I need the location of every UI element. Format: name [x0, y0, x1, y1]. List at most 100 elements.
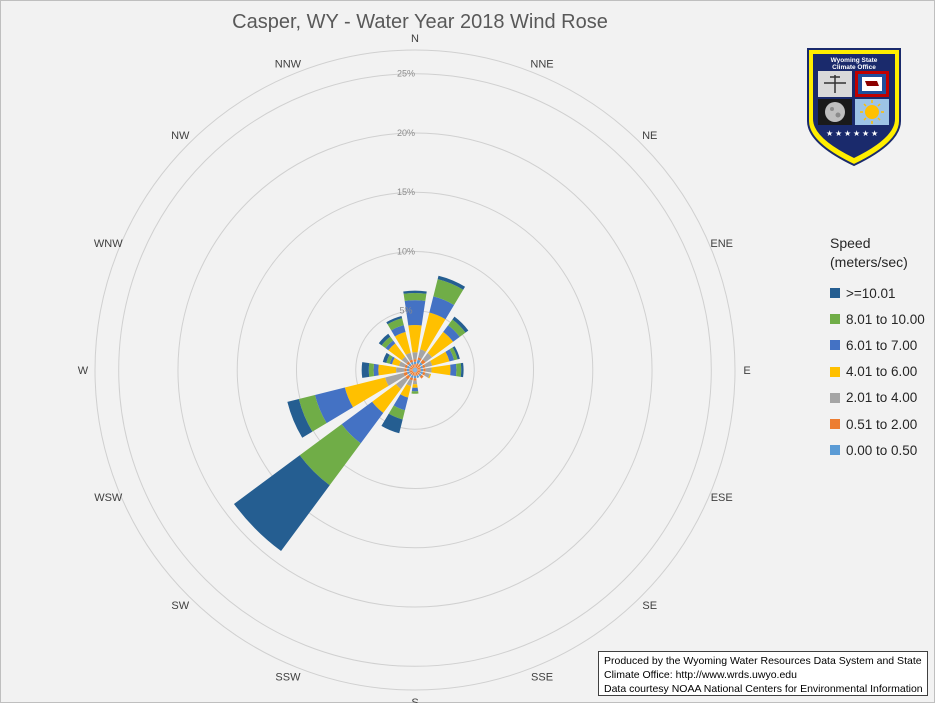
direction-label-e: E: [743, 365, 750, 377]
wedge-segment-e: [423, 368, 426, 372]
direction-label-nw: NW: [171, 130, 190, 142]
legend-label: 6.01 to 7.00: [846, 337, 918, 353]
wedge-segment-s: [413, 375, 417, 379]
wedge-segment-ne: [448, 319, 466, 337]
wedge-segment-sw: [233, 455, 330, 552]
wedge-segment-wnw: [404, 364, 408, 368]
wedge-segment-w: [409, 369, 413, 371]
wedge-segment-s: [412, 380, 418, 385]
wedge-segment-wnw: [409, 366, 413, 370]
legend-label: 2.01 to 4.00: [846, 390, 918, 406]
direction-label-ese: ESE: [711, 492, 733, 504]
wedge-segment-ne: [422, 352, 433, 363]
svg-text:★: ★: [835, 129, 842, 138]
wedge-segment-wnw: [406, 365, 410, 369]
wedge-segment-wnw: [392, 357, 401, 366]
wedge-segment-nw: [413, 368, 415, 370]
wedge-segment-n: [413, 361, 417, 365]
percent-tick-label: 25%: [397, 69, 415, 79]
wedge-segment-nw: [406, 361, 411, 366]
legend-swatch: [830, 314, 840, 325]
svg-text:★: ★: [871, 129, 878, 138]
legend-swatch: [830, 340, 840, 351]
legend-label: 8.01 to 10.00: [846, 311, 925, 327]
wedge-segment-nne: [418, 349, 426, 359]
legend-swatch: [830, 392, 840, 403]
wedge-segment-nw: [388, 343, 406, 361]
credits-line1: Produced by the Wyoming Water Resources …: [604, 655, 922, 667]
wedge-segment-nne: [415, 367, 417, 370]
wedge-segment-s: [411, 387, 419, 392]
svg-text:★: ★: [826, 129, 833, 138]
legend-title: Speed (meters/sec): [830, 234, 934, 272]
wedge-segment-ese: [420, 371, 424, 375]
wedge-segment-sw: [410, 371, 414, 375]
wedge-segment-w: [373, 363, 379, 377]
wedge-segment-wnw: [412, 368, 415, 370]
legend-label: 4.01 to 6.00: [846, 364, 918, 380]
wedge-segment-nnw: [391, 325, 406, 337]
wedge-segment-wsw: [385, 372, 405, 386]
wedge-segment-s: [414, 370, 416, 373]
wedge-segment-e: [431, 364, 451, 376]
legend-item: 6.01 to 7.00: [830, 332, 934, 358]
legend-item: 8.01 to 10.00: [830, 306, 934, 332]
wedge-segment-n: [412, 352, 418, 360]
wedge-segment-e: [415, 369, 418, 371]
legend-swatch: [830, 288, 840, 299]
wedge-segment-n: [414, 367, 416, 370]
wedge-segment-ne: [416, 364, 421, 369]
grid-ring: [177, 132, 653, 608]
legend-item: 4.01 to 6.00: [830, 359, 934, 385]
wedge-segment-ssw: [406, 379, 413, 387]
wedge-segment-e: [425, 367, 432, 373]
wedge-segment-e: [456, 363, 462, 377]
wedge-segment-nw: [401, 356, 409, 364]
wind-rose-wedges: [233, 275, 469, 552]
wedge-segment-ene: [424, 360, 433, 368]
credits-line3: Data courtesy NOAA National Centers for …: [604, 683, 923, 695]
wedge-segment-n: [403, 292, 427, 301]
wedge-segment-wnw: [389, 356, 395, 365]
legend-swatch: [830, 366, 840, 377]
svg-text:★: ★: [862, 129, 869, 138]
wedge-segment-se: [416, 371, 420, 375]
legend-swatch: [830, 445, 840, 456]
climate-office-logo: Wyoming State Climate Office ★ ★ ★ ★ ★ ★: [807, 48, 901, 167]
wedge-segment-nw: [381, 336, 394, 349]
wedge-segment-ne: [443, 325, 460, 342]
wedge-segment-wsw: [298, 394, 327, 432]
wedge-segment-wsw: [409, 370, 413, 374]
wedge-segment-ne: [420, 359, 426, 365]
direction-label-s: S: [411, 697, 418, 703]
wedge-segment-ne: [419, 362, 423, 366]
wedge-segment-wnw: [386, 354, 393, 364]
direction-label-ne: NE: [642, 130, 657, 142]
wedge-segment-wnw: [382, 352, 390, 363]
wedge-segment-ene: [449, 347, 458, 361]
wedge-segment-sse: [415, 370, 417, 373]
wedge-segment-n: [403, 290, 427, 294]
percent-tick-label: 20%: [397, 128, 415, 138]
wedge-segment-e: [417, 369, 421, 371]
direction-label-ene: ENE: [710, 238, 733, 250]
direction-label-sse: SSE: [531, 672, 553, 684]
wedge-segment-w: [368, 363, 374, 377]
legend: Speed (meters/sec) >=10.01 8.01 to 10.00 6…: [830, 234, 934, 463]
wedge-segment-nne: [437, 275, 466, 290]
wedge-segment-s: [411, 391, 419, 394]
grid-ring: [295, 250, 535, 490]
wedge-segment-sw: [413, 370, 415, 372]
wedge-segment-ene: [430, 351, 450, 366]
wedge-segment-nnw: [411, 364, 415, 368]
wedge-segment-ne: [452, 316, 469, 333]
wedge-segment-nne: [433, 279, 464, 305]
direction-label-sw: SW: [171, 600, 189, 612]
direction-label-nne: NNE: [530, 58, 553, 70]
wedge-segment-ese: [417, 370, 421, 374]
percent-tick-label: 15%: [397, 187, 415, 197]
legend-item: >=10.01: [830, 280, 934, 306]
wedge-segment-n: [408, 324, 422, 353]
